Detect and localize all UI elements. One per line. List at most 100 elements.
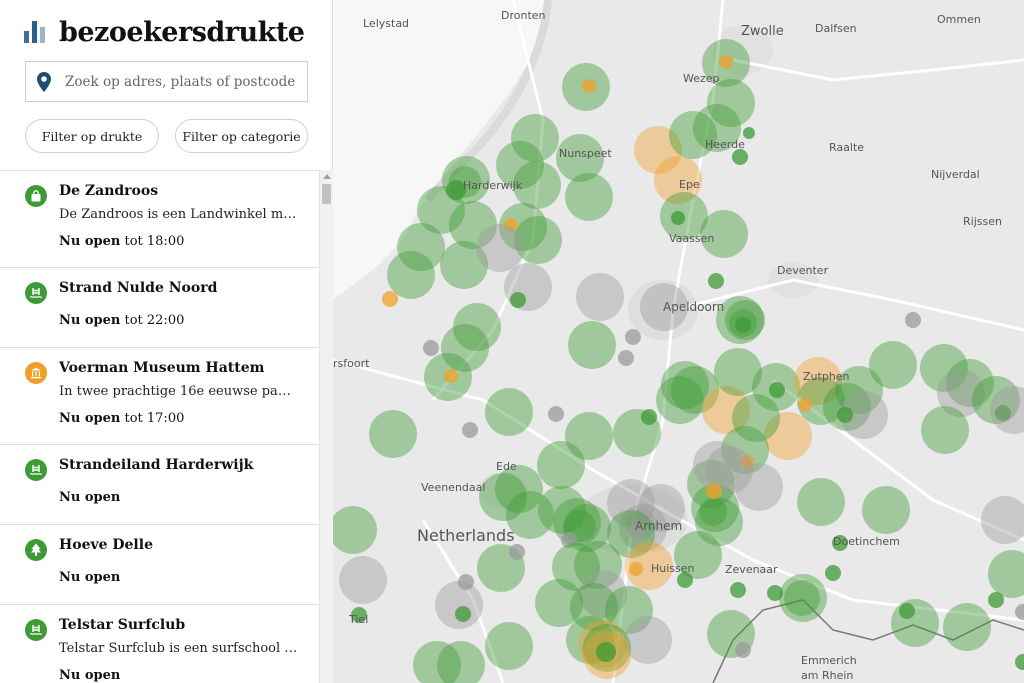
crowd-marker[interactable] bbox=[840, 391, 888, 439]
crowd-marker[interactable] bbox=[574, 541, 622, 589]
crowd-marker[interactable] bbox=[576, 273, 624, 321]
crowd-marker[interactable] bbox=[641, 409, 657, 425]
crowd-marker[interactable] bbox=[479, 473, 527, 521]
crowd-marker[interactable] bbox=[509, 544, 525, 560]
crowd-marker[interactable] bbox=[699, 498, 727, 526]
crowd-marker[interactable] bbox=[671, 211, 685, 225]
crowd-marker[interactable] bbox=[510, 292, 526, 308]
crowd-marker[interactable] bbox=[764, 412, 812, 460]
crowd-marker[interactable] bbox=[625, 542, 673, 590]
crowd-marker[interactable] bbox=[397, 223, 445, 271]
list-item-strandeiland-harderwijk[interactable]: Strandeiland Harderwijk Nu open bbox=[0, 445, 319, 525]
crowd-marker[interactable] bbox=[825, 565, 841, 581]
crowd-marker[interactable] bbox=[625, 329, 641, 345]
crowd-marker[interactable] bbox=[387, 251, 435, 299]
crowd-marker[interactable] bbox=[937, 369, 985, 417]
crowd-marker[interactable] bbox=[905, 312, 921, 328]
crowd-marker[interactable] bbox=[700, 210, 748, 258]
crowd-marker[interactable] bbox=[693, 104, 741, 152]
crowd-marker[interactable] bbox=[513, 161, 561, 209]
crowd-marker[interactable] bbox=[708, 273, 724, 289]
crowd-marker[interactable] bbox=[691, 484, 739, 532]
crowd-marker[interactable] bbox=[607, 479, 655, 527]
search-box[interactable] bbox=[25, 61, 308, 102]
crowd-marker[interactable] bbox=[721, 426, 769, 474]
crowd-marker[interactable] bbox=[582, 79, 596, 93]
list-item-de-zandroos[interactable]: De Zandroos De Zandroos is een Landwinke… bbox=[0, 171, 319, 268]
crowd-marker[interactable] bbox=[732, 394, 780, 442]
scroll-up-arrow-icon[interactable] bbox=[323, 174, 331, 179]
crowd-marker[interactable] bbox=[511, 114, 559, 162]
crowd-marker[interactable] bbox=[446, 180, 466, 200]
crowd-marker[interactable] bbox=[702, 386, 750, 434]
crowd-marker[interactable] bbox=[514, 216, 562, 264]
map-canvas[interactable]: Lelystad Dronten Zwolle Dalfsen Ommen Wezep He… bbox=[333, 0, 1024, 683]
crowd-marker[interactable] bbox=[449, 201, 497, 249]
crowd-marker[interactable] bbox=[920, 344, 968, 392]
crowd-marker[interactable] bbox=[835, 366, 883, 414]
crowd-marker[interactable] bbox=[565, 173, 613, 221]
crowd-marker[interactable] bbox=[417, 186, 465, 234]
crowd-marker[interactable] bbox=[995, 405, 1011, 421]
crowd-marker[interactable] bbox=[485, 388, 533, 436]
crowd-marker[interactable] bbox=[671, 366, 719, 414]
crowd-marker[interactable] bbox=[435, 581, 483, 629]
crowd-marker[interactable] bbox=[538, 486, 586, 534]
crowd-marker[interactable] bbox=[1015, 604, 1024, 620]
crowd-marker[interactable] bbox=[797, 377, 845, 425]
crowd-marker[interactable] bbox=[485, 622, 533, 670]
crowd-marker[interactable] bbox=[921, 406, 969, 454]
crowd-marker[interactable] bbox=[548, 406, 564, 422]
crowd-marker[interactable] bbox=[669, 111, 717, 159]
crowd-marker[interactable] bbox=[437, 641, 485, 683]
crowd-marker[interactable] bbox=[981, 496, 1024, 544]
crowd-marker[interactable] bbox=[784, 580, 820, 616]
crowd-marker[interactable] bbox=[730, 582, 746, 598]
crowd-marker[interactable] bbox=[705, 446, 753, 494]
list-item-telstar-surfclub[interactable]: Telstar Surfclub Telstar Surfclub is een… bbox=[0, 605, 319, 683]
crowd-marker[interactable] bbox=[605, 586, 653, 634]
crowd-marker[interactable] bbox=[779, 574, 827, 622]
crowd-marker[interactable] bbox=[499, 203, 547, 251]
crowd-marker[interactable] bbox=[413, 641, 461, 683]
crowd-marker[interactable] bbox=[423, 340, 439, 356]
crowd-marker[interactable] bbox=[656, 376, 704, 424]
crowd-marker[interactable] bbox=[339, 556, 387, 604]
crowd-marker[interactable] bbox=[537, 441, 585, 489]
crowd-marker[interactable] bbox=[579, 570, 627, 618]
crowd-marker[interactable] bbox=[453, 303, 501, 351]
crowd-marker[interactable] bbox=[988, 592, 1004, 608]
crowd-marker[interactable] bbox=[794, 357, 842, 405]
crowd-marker[interactable] bbox=[891, 599, 939, 647]
crowd-marker[interactable] bbox=[732, 149, 748, 165]
crowd-marker[interactable] bbox=[769, 382, 785, 398]
crowd-marker[interactable] bbox=[565, 412, 613, 460]
crowd-marker[interactable] bbox=[629, 562, 643, 576]
crowd-marker[interactable] bbox=[798, 398, 812, 412]
crowd-marker[interactable] bbox=[382, 291, 398, 307]
crowd-marker[interactable] bbox=[706, 483, 722, 499]
crowd-marker[interactable] bbox=[743, 127, 755, 139]
crowd-marker[interactable] bbox=[740, 455, 754, 469]
crowd-marker[interactable] bbox=[988, 550, 1024, 598]
crowd-marker[interactable] bbox=[568, 321, 616, 369]
crowd-marker[interactable] bbox=[719, 55, 733, 69]
list-item-strand-nulde-noord[interactable]: Strand Nulde Noord Nu open tot 22:00 bbox=[0, 268, 319, 348]
crowd-marker[interactable] bbox=[444, 369, 458, 383]
crowd-marker[interactable] bbox=[946, 359, 994, 407]
crowd-marker[interactable] bbox=[506, 491, 554, 539]
crowd-marker[interactable] bbox=[899, 603, 915, 619]
crowd-marker[interactable] bbox=[624, 616, 672, 664]
filter-categorie-button[interactable]: Filter op categorie bbox=[175, 119, 308, 153]
crowd-marker[interactable] bbox=[797, 478, 845, 526]
crowd-marker[interactable] bbox=[707, 79, 755, 127]
crowd-marker[interactable] bbox=[552, 543, 600, 591]
crowd-marker[interactable] bbox=[535, 579, 583, 627]
crowd-marker[interactable] bbox=[943, 603, 991, 651]
search-input[interactable] bbox=[65, 73, 295, 90]
crowd-marker[interactable] bbox=[990, 386, 1024, 434]
crowd-marker[interactable] bbox=[714, 348, 762, 396]
crowd-marker[interactable] bbox=[654, 156, 702, 204]
crowd-marker[interactable] bbox=[693, 441, 741, 489]
crowd-marker[interactable] bbox=[570, 583, 618, 631]
